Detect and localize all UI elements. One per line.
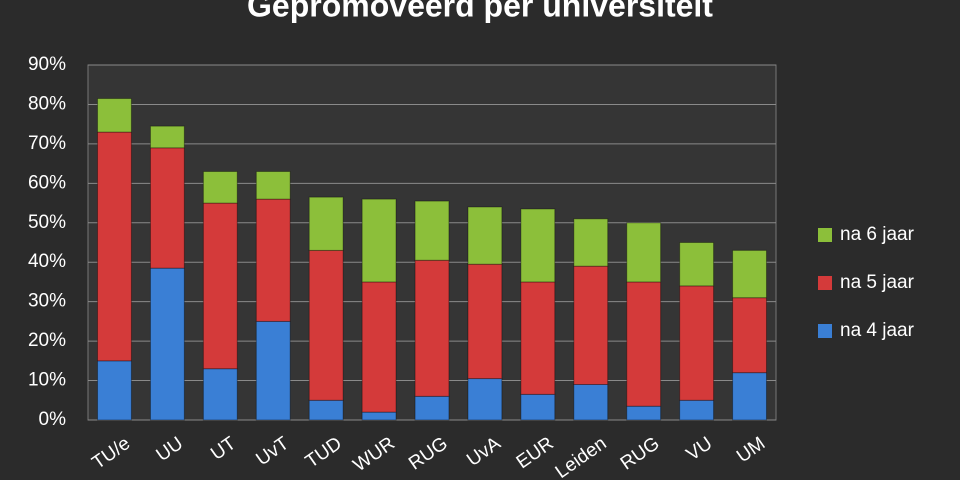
bar-segment	[361, 411, 397, 421]
bar-segment	[467, 206, 503, 265]
legend-label: na 6 jaar	[840, 224, 915, 245]
y-tick-label: 0%	[39, 409, 67, 430]
bar-segment	[361, 198, 397, 283]
bar-segment	[361, 281, 397, 413]
bar-segment	[97, 98, 132, 133]
bar-segment	[255, 171, 291, 200]
legend-swatch	[818, 228, 832, 242]
bar-segment	[520, 281, 556, 395]
bar-segment	[308, 196, 344, 251]
bar-segment	[626, 222, 662, 283]
bar-segment	[573, 218, 609, 267]
bar-segment	[308, 249, 344, 401]
bar-segment	[202, 171, 238, 204]
y-tick-label: 90%	[28, 54, 66, 75]
bar-segment	[202, 368, 238, 421]
bar-segment	[467, 378, 503, 421]
bar-segment	[520, 208, 556, 283]
y-tick-label: 60%	[28, 172, 66, 193]
y-tick-label: 70%	[28, 133, 66, 154]
bar-segment	[414, 259, 450, 397]
bar-segment	[732, 249, 767, 299]
bar-segment	[679, 285, 715, 401]
y-tick-label: 80%	[28, 93, 66, 114]
bar-segment	[149, 147, 185, 269]
chart-title: Gepromoveerd per universiteit	[247, 0, 713, 23]
bar-segment	[520, 393, 556, 421]
bar-segment	[414, 200, 450, 261]
y-tick-label: 40%	[28, 251, 66, 272]
bar-segment	[467, 263, 503, 380]
bar-segment	[414, 395, 450, 421]
bar-segment	[679, 399, 715, 421]
y-tick-label: 10%	[28, 370, 66, 391]
bar-segment	[149, 125, 185, 149]
legend-swatch	[818, 324, 832, 338]
bar-segment	[97, 360, 132, 421]
bar-segment	[308, 399, 344, 421]
y-tick-label: 50%	[28, 212, 66, 233]
bar-segment	[255, 198, 291, 322]
legend-label: na 5 jaar	[840, 272, 915, 293]
bar-segment	[255, 320, 291, 421]
bar-segment	[679, 242, 715, 287]
legend-swatch	[818, 276, 832, 290]
bar-segment	[149, 267, 185, 421]
bar-segment	[626, 405, 662, 421]
bar-segment	[97, 131, 132, 362]
legend-label: na 4 jaar	[840, 320, 915, 341]
bar-segment	[573, 265, 609, 385]
bar-segment	[626, 281, 662, 407]
bar-segment	[573, 384, 609, 421]
y-tick-label: 30%	[28, 291, 66, 312]
bar-segment	[732, 372, 767, 421]
bar-segment	[202, 202, 238, 370]
y-tick-label: 20%	[28, 330, 66, 351]
bar-segment	[732, 297, 767, 374]
